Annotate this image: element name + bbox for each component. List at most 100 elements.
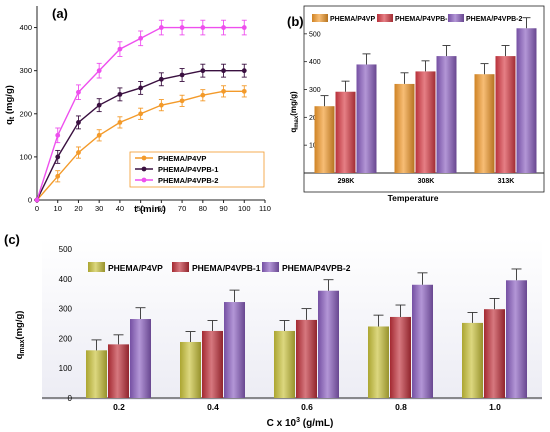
- panel-c-y-label-sub: max: [19, 340, 26, 354]
- panel-a-x-tick-label: 100: [238, 204, 251, 213]
- panel-a-legend-label: PHEMA/P4VPB-1: [158, 165, 218, 174]
- panel-a-data-point: [221, 25, 226, 30]
- panel-b-chart: (b) Temperature qmax(mg/g) 1002003004005…: [287, 5, 545, 203]
- panel-c-y-tick-label: 400: [59, 275, 73, 284]
- panel-a-data-point: [179, 72, 185, 78]
- panel-b-y-tick-label: 300: [309, 87, 321, 94]
- panel-a-data-point: [241, 25, 247, 30]
- panel-a-x-tick-label: 30: [95, 204, 103, 213]
- panel-c-legend-swatch: [262, 262, 279, 272]
- panel-a-data-point: [117, 120, 123, 125]
- panel-a-legend-marker: [141, 177, 147, 183]
- panel-c-category-label: 0.6: [301, 402, 313, 412]
- panel-a-y-label-sub: t: [9, 116, 16, 119]
- panel-c-bar: [296, 319, 317, 398]
- panel-b-bar: [495, 56, 516, 173]
- panel-c-legend-label: PHEMA/P4VPB-2: [282, 263, 351, 273]
- panel-b-y-axis-label: qmax(mg/g): [289, 91, 300, 133]
- panel-c-x-label-main: C x 10: [267, 418, 297, 429]
- panel-a-data-point: [138, 35, 144, 41]
- panel-a-legend: PHEMA/P4VP PHEMA/P4VPB-1 PHEMA/P4VPB-2: [129, 151, 265, 188]
- panel-a-label: (a): [52, 6, 68, 21]
- panel-a-data-point: [138, 111, 144, 117]
- panel-c-bar: [368, 326, 389, 398]
- panel-a-data-point: [221, 88, 226, 94]
- panel-a-data-point: [96, 132, 102, 138]
- panel-a-legend-label: PHEMA/P4VPB-2: [158, 176, 218, 185]
- panel-a-data-point: [55, 173, 61, 179]
- panel-c-bar: [224, 302, 245, 398]
- panel-b-category-label: 308K: [418, 178, 435, 185]
- panel-a-y-label-main: q: [4, 119, 15, 125]
- panel-b-legend-label: PHEMA/P4VPB-1: [395, 16, 452, 23]
- panel-c-bar: [86, 350, 107, 398]
- panel-a-legend-marker: [141, 155, 147, 161]
- panel-b-label: (b): [287, 14, 304, 29]
- panel-a-data-point: [158, 25, 164, 30]
- panel-a-data-point: [34, 197, 40, 203]
- panel-c-bar: [274, 330, 295, 398]
- panel-c-bar: [390, 316, 411, 398]
- panel-a-y-tick-label: 100: [19, 152, 32, 161]
- panel-a-x-tick-label: 80: [199, 204, 207, 213]
- panel-b-y-tick-label: 400: [309, 59, 321, 66]
- panel-c-bar: [484, 309, 505, 398]
- panel-b-legend-label: PHEMA/P4VPB-2: [466, 16, 523, 23]
- panel-a-y-tick-label: 400: [19, 23, 32, 32]
- panel-a-data-point: [55, 132, 61, 138]
- panel-a-data-point: [179, 98, 185, 104]
- panel-b-y-label-main: q: [289, 128, 298, 133]
- panel-a-y-tick-label: 300: [19, 66, 32, 75]
- panel-b-bar: [436, 56, 457, 173]
- panel-c-category-label: 0.8: [395, 402, 407, 412]
- panel-a-data-point: [158, 76, 164, 82]
- panel-c-label: (c): [4, 232, 20, 247]
- panel-c-y-tick-label: 500: [59, 245, 73, 254]
- panel-b-legend: PHEMA/P4VP PHEMA/P4VPB-1 PHEMA/P4VPB-2: [312, 14, 523, 23]
- panel-b-legend-label: PHEMA/P4VP: [330, 16, 375, 23]
- panel-b-category-label: 298K: [338, 178, 355, 185]
- panel-c-category-label: 0.4: [207, 402, 219, 412]
- panel-b-bar: [394, 83, 415, 173]
- panel-a-x-tick-label: 20: [74, 204, 82, 213]
- panel-c-x-axis-label: C x 103 (g/mL): [267, 417, 334, 429]
- panel-b-bar: [415, 71, 436, 173]
- panel-a-data-point: [96, 102, 102, 108]
- panel-c-chart: (c) qmax(mg/g) C x 103 (g/mL) 0 100 200 300…: [4, 232, 542, 429]
- panel-a-x-tick-label: 110: [259, 204, 271, 213]
- panel-a-y-tick-label: 0: [28, 196, 32, 205]
- panel-a-series-1: [34, 85, 247, 203]
- panel-a-data-point: [55, 154, 61, 160]
- panel-b-bar: [335, 91, 356, 173]
- panel-c-bar: [202, 330, 223, 398]
- panel-a-data-point: [138, 85, 144, 91]
- panel-c-bar: [108, 344, 129, 398]
- panel-a-data-point: [76, 89, 81, 95]
- panel-b-bar: [356, 64, 377, 173]
- panel-a-data-point: [76, 150, 81, 155]
- panel-a-series-2: [34, 63, 247, 203]
- panel-c-bar: [180, 341, 201, 398]
- panel-a-y-label-unit: (mg/g): [4, 85, 15, 117]
- panel-a-x-tick-label: 40: [116, 204, 124, 213]
- panel-a-x-tick-label: 60: [157, 204, 165, 213]
- panel-a-x-tick-label: 10: [54, 204, 62, 213]
- panel-a-data-point: [96, 68, 102, 74]
- panel-c-category-label: 1.0: [489, 402, 501, 412]
- panel-a-x-tick-label: 50: [136, 204, 144, 213]
- panel-b-x-axis-label: Temperature: [388, 193, 439, 203]
- panel-a-y-axis-label: qt (mg/g): [4, 85, 16, 125]
- panel-a-x-tick-label: 0: [35, 204, 39, 213]
- panel-b-y-label-sub: max: [294, 115, 300, 128]
- panel-c-legend-label: PHEMA/P4VPB-1: [192, 263, 261, 273]
- panel-b-legend-swatch: [448, 14, 464, 22]
- panel-a-series-3: [34, 19, 247, 203]
- panel-c-bar: [130, 319, 151, 398]
- panel-c-legend-swatch: [88, 262, 105, 272]
- panel-c-bar: [318, 290, 339, 398]
- panel-c-bar: [412, 284, 433, 398]
- panel-a-data-point: [221, 68, 226, 74]
- panel-b-y-label-unit: (mg/g): [289, 91, 298, 116]
- panel-a-data-point: [200, 92, 206, 98]
